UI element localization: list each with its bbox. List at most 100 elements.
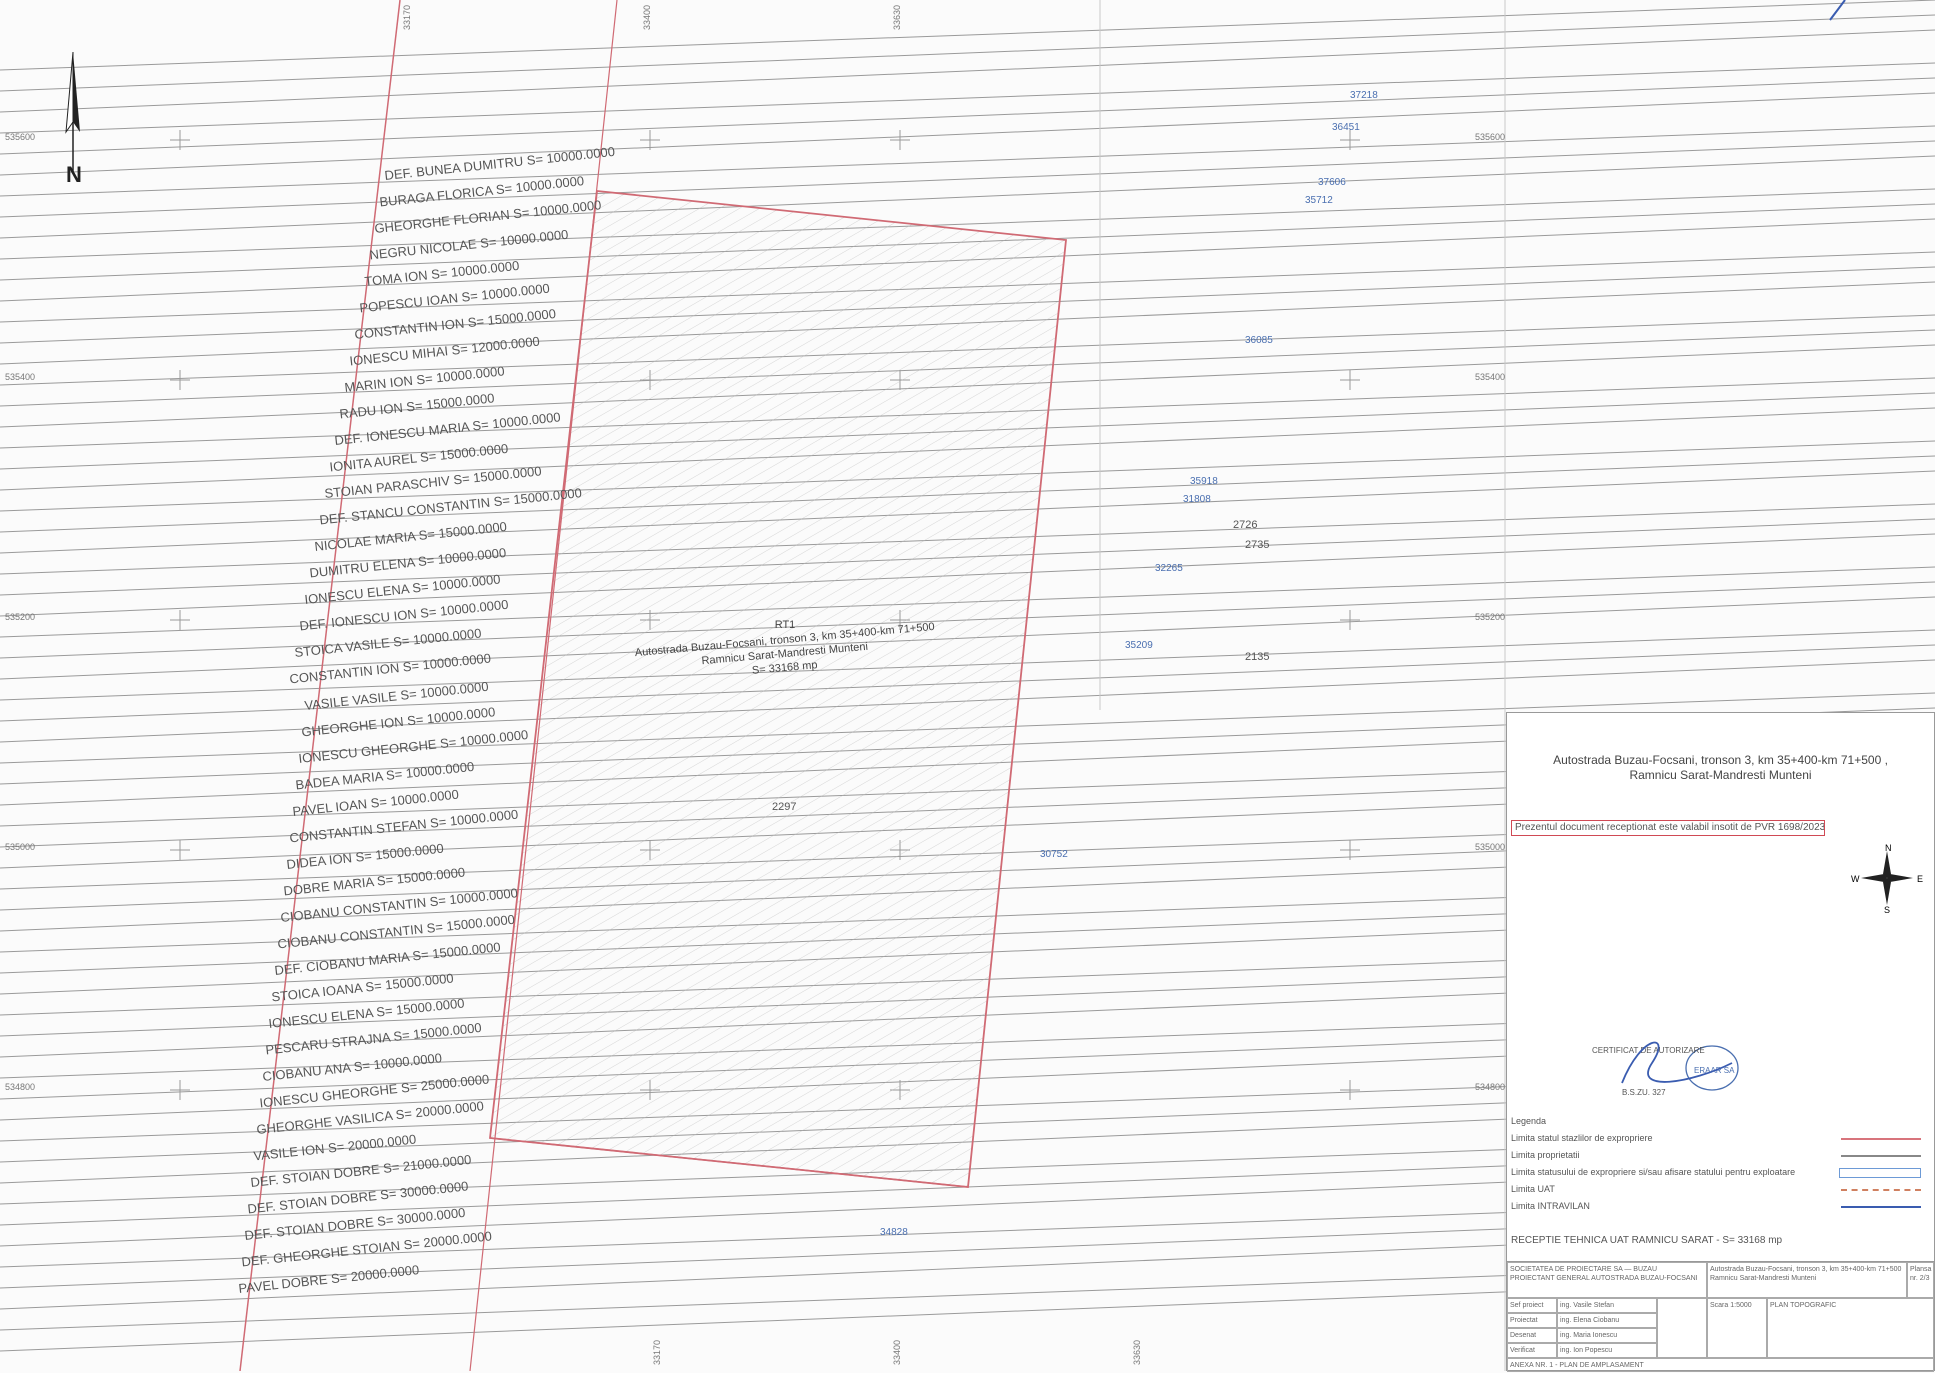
signature-icon (1621, 1041, 1733, 1084)
parcel-id: 31808 (1183, 494, 1211, 505)
parcel-id: 37218 (1350, 90, 1378, 101)
legend-swatch (1841, 1138, 1921, 1140)
parcel-id: 36451 (1332, 122, 1360, 133)
role-cell: Proiectat (1507, 1313, 1557, 1328)
parcel-id: 35918 (1190, 476, 1218, 487)
center-label-line4: S= 33168 mp (751, 659, 818, 677)
plansa-cell: Plansa nr. 2/3 (1907, 1262, 1934, 1298)
project-desc: Autostrada Buzau-Focsani, tronson 3, km … (1710, 1266, 1902, 1273)
parcel-boundary (0, 62, 1935, 134)
coordinate-label: 535000 (5, 842, 35, 852)
parcel-id: 37606 (1318, 177, 1346, 188)
parcel-id: 32265 (1155, 563, 1183, 574)
grid-cross-icon (170, 370, 190, 390)
parcel-id: 2135 (1245, 651, 1269, 663)
legend-item-label: Limita statul stazlilor de expropriere (1511, 1133, 1653, 1143)
coordinate-label: 535200 (1475, 612, 1505, 622)
project-title-line2: Ramnicu Sarat-Mandresti Munteni (1629, 768, 1812, 782)
parcel-boundary (0, 125, 1935, 197)
parcel-id: 34828 (880, 1227, 908, 1238)
legend: Legenda Limita statul stazlilor de expro… (1511, 1113, 1929, 1215)
coordinate-labels: 33170 33400 33630 535600 535400 535200 535000 5… (5, 5, 1505, 1365)
coordinate-label: 535400 (1475, 372, 1505, 382)
parcel-boundary (0, 188, 1935, 260)
summary-line: RECEPTIE TEHNICA UAT RAMNICU SARAT - S= … (1511, 1235, 1783, 1246)
parcel-id: 2735 (1245, 539, 1269, 551)
project-desc-cell: Autostrada Buzau-Focsani, tronson 3, km … (1707, 1262, 1907, 1298)
coordinate-label: 33630 (1132, 1340, 1142, 1365)
legend-item-label: Limita UAT (1511, 1184, 1555, 1194)
project-title: Autostrada Buzau-Focsani, tronson 3, km … (1507, 753, 1934, 783)
legend-item: Limita INTRAVILAN (1511, 1198, 1929, 1215)
coordinate-label: 535600 (5, 132, 35, 142)
north-arrow-icon (65, 52, 80, 172)
parcel-bottom-edge (489, 1137, 969, 1188)
parcel-boundary (0, 29, 1935, 113)
legend-swatch (1839, 1168, 1921, 1178)
grid-cross-icon (1340, 1080, 1360, 1100)
grid-cross-icon (170, 610, 190, 630)
parcel-boundary (0, 140, 1935, 218)
parcel-id: 2726 (1233, 519, 1257, 531)
coordinate-label: 535000 (1475, 842, 1505, 852)
plan-cell: PLAN TOPOGRAFIC (1767, 1298, 1934, 1358)
coordinate-label: 33170 (402, 5, 412, 30)
company-name: SOCIETATEA DE PROIECTARE SA — BUZAU (1510, 1266, 1658, 1273)
role-cell: Desenat (1507, 1328, 1557, 1343)
legend-item: Limita statusului de expropriere si/sau … (1511, 1164, 1929, 1181)
grid-cross-icon (1340, 610, 1360, 630)
parcel-id-labels: 37218 36451 37606 35712 36085 35918 31808 32265… (772, 90, 1378, 1238)
grid-cross-icon (170, 1080, 190, 1100)
north-label: N (66, 162, 82, 187)
validity-note: Prezentul document receptionat este vala… (1511, 820, 1825, 836)
coordinate-label: 33400 (642, 5, 652, 30)
project-desc2: Ramnicu Sarat-Mandresti Munteni (1710, 1275, 1817, 1282)
grid-cross-icon (1340, 130, 1360, 150)
company-cell: SOCIETATEA DE PROIECTARE SA — BUZAU PROI… (1507, 1262, 1707, 1298)
title-block: Autostrada Buzau-Focsani, tronson 3, km … (1506, 712, 1935, 1373)
grid-cross-icon (170, 840, 190, 860)
parcel-id: 36085 (1245, 335, 1273, 346)
grid-cross-icon (1340, 840, 1360, 860)
parcel-id: 30752 (1040, 849, 1068, 860)
role-cell: Sef proiect (1507, 1298, 1557, 1313)
parcel-id: 2297 (772, 801, 796, 813)
name-cell: ing. Ion Popescu (1557, 1343, 1657, 1358)
legend-item-label: Limita statusului de expropriere si/sau … (1511, 1167, 1796, 1177)
compass-w: W (1851, 874, 1860, 884)
parcel-boundary (0, 77, 1935, 155)
legend-swatch (1841, 1189, 1921, 1191)
blue-mark (1829, 0, 1846, 21)
parcel-id: 35209 (1125, 640, 1153, 651)
role-cell: Verificat (1507, 1343, 1557, 1358)
coordinate-label: 33400 (892, 1340, 902, 1365)
project-title-line1: Autostrada Buzau-Focsani, tronson 3, km … (1553, 753, 1888, 767)
grid-cross-icon (170, 130, 190, 150)
legend-heading: Legenda (1511, 1116, 1547, 1126)
blank-cell (1657, 1298, 1707, 1358)
parcel-boundary (0, 14, 1935, 92)
coordinate-label: 535400 (5, 372, 35, 382)
scale-cell: Scara 1:5000 (1707, 1298, 1767, 1358)
uat-limit-line (239, 0, 401, 1371)
parcel-boundary (0, 92, 1935, 176)
coordinate-label: 535600 (1475, 132, 1505, 142)
legend-item: Limita statul stazlilor de expropriere (1511, 1130, 1929, 1147)
legend-item-label: Limita INTRAVILAN (1511, 1201, 1590, 1211)
grid-cross-icon (1340, 370, 1360, 390)
name-cell: ing. Maria Ionescu (1557, 1328, 1657, 1343)
grid-cross-icon (890, 130, 910, 150)
parcel-boundary (0, 155, 1935, 239)
stamp-text-1: CERTIFICAT DE AUTORIZARE (1592, 1046, 1705, 1055)
coordinate-label: 33170 (652, 1340, 662, 1365)
coordinate-label: 534800 (5, 1082, 35, 1092)
legend-swatch (1841, 1206, 1921, 1208)
compass-rose-icon: N E S W (1851, 843, 1923, 913)
parcel-id: 35712 (1305, 195, 1333, 206)
legend-item: Limita proprietatii (1511, 1147, 1929, 1164)
stamp-text-3: B.S.ZU. 327 (1622, 1088, 1666, 1097)
legend-item-label: Limita proprietatii (1511, 1150, 1580, 1160)
sheet-info-table: SOCIETATEA DE PROIECTARE SA — BUZAU PROI… (1507, 1261, 1934, 1373)
compass-e: E (1917, 874, 1923, 884)
uat-limit-line (469, 0, 618, 1371)
